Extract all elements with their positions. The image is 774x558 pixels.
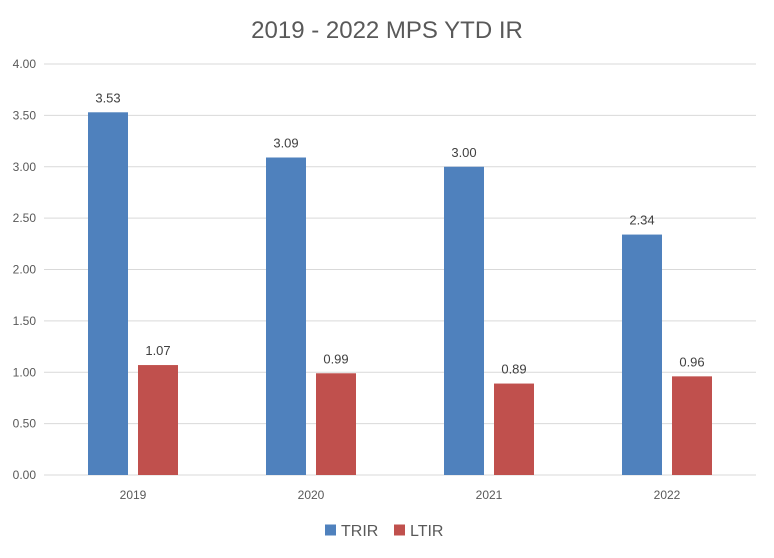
chart-title: 2019 - 2022 MPS YTD IR — [251, 17, 523, 44]
legend-item-ltir: LTIR — [394, 523, 443, 540]
y-axis-tick-labels: 0.00 0.50 1.00 1.50 2.00 2.50 3.00 3.50 4.00 — [13, 57, 37, 482]
x-axis-tick-labels: 2019 2020 2021 2022 — [120, 488, 681, 502]
y-tick-label: 1.00 — [13, 365, 37, 379]
bar-ltir-2019 — [138, 365, 178, 475]
x-tick-label: 2020 — [298, 488, 325, 502]
data-label-trir-2020: 3.09 — [273, 136, 298, 151]
bar-trir-2021 — [444, 166, 484, 475]
data-label-ltir-2022: 0.96 — [679, 354, 704, 369]
legend-swatch — [394, 524, 405, 536]
y-tick-label: 4.00 — [13, 57, 37, 71]
x-tick-label: 2019 — [120, 488, 147, 502]
bar-trir-2020 — [266, 157, 306, 475]
x-tick-label: 2021 — [476, 488, 503, 502]
bar-ltir-2021 — [494, 383, 534, 475]
x-tick-label: 2022 — [654, 488, 681, 502]
data-labels: 3.53 1.07 3.09 0.99 3.00 0.89 2.34 0.96 — [95, 90, 704, 376]
data-label-ltir-2021: 0.89 — [501, 362, 526, 377]
bars — [88, 112, 712, 475]
y-tick-label: 3.50 — [13, 108, 37, 122]
data-label-ltir-2020: 0.99 — [323, 351, 348, 366]
y-tick-label: 3.00 — [13, 160, 37, 174]
legend-item-trir: TRIR — [325, 523, 378, 540]
y-tick-label: 0.00 — [13, 468, 37, 482]
y-tick-label: 2.00 — [13, 263, 37, 277]
bar-trir-2022 — [622, 234, 662, 475]
y-tick-label: 0.50 — [13, 417, 37, 431]
y-tick-label: 2.50 — [13, 211, 37, 225]
data-label-trir-2022: 2.34 — [629, 213, 654, 228]
legend-label: LTIR — [410, 523, 443, 540]
data-label-ltir-2019: 1.07 — [145, 343, 170, 358]
bar-ltir-2020 — [316, 373, 356, 475]
bar-ltir-2022 — [672, 376, 712, 475]
y-tick-label: 1.50 — [13, 314, 37, 328]
data-label-trir-2021: 3.00 — [451, 145, 476, 160]
legend: TRIR LTIR — [325, 523, 443, 540]
legend-swatch — [325, 524, 336, 536]
legend-label: TRIR — [341, 523, 378, 540]
data-label-trir-2019: 3.53 — [95, 90, 120, 105]
bar-trir-2019 — [88, 112, 128, 475]
